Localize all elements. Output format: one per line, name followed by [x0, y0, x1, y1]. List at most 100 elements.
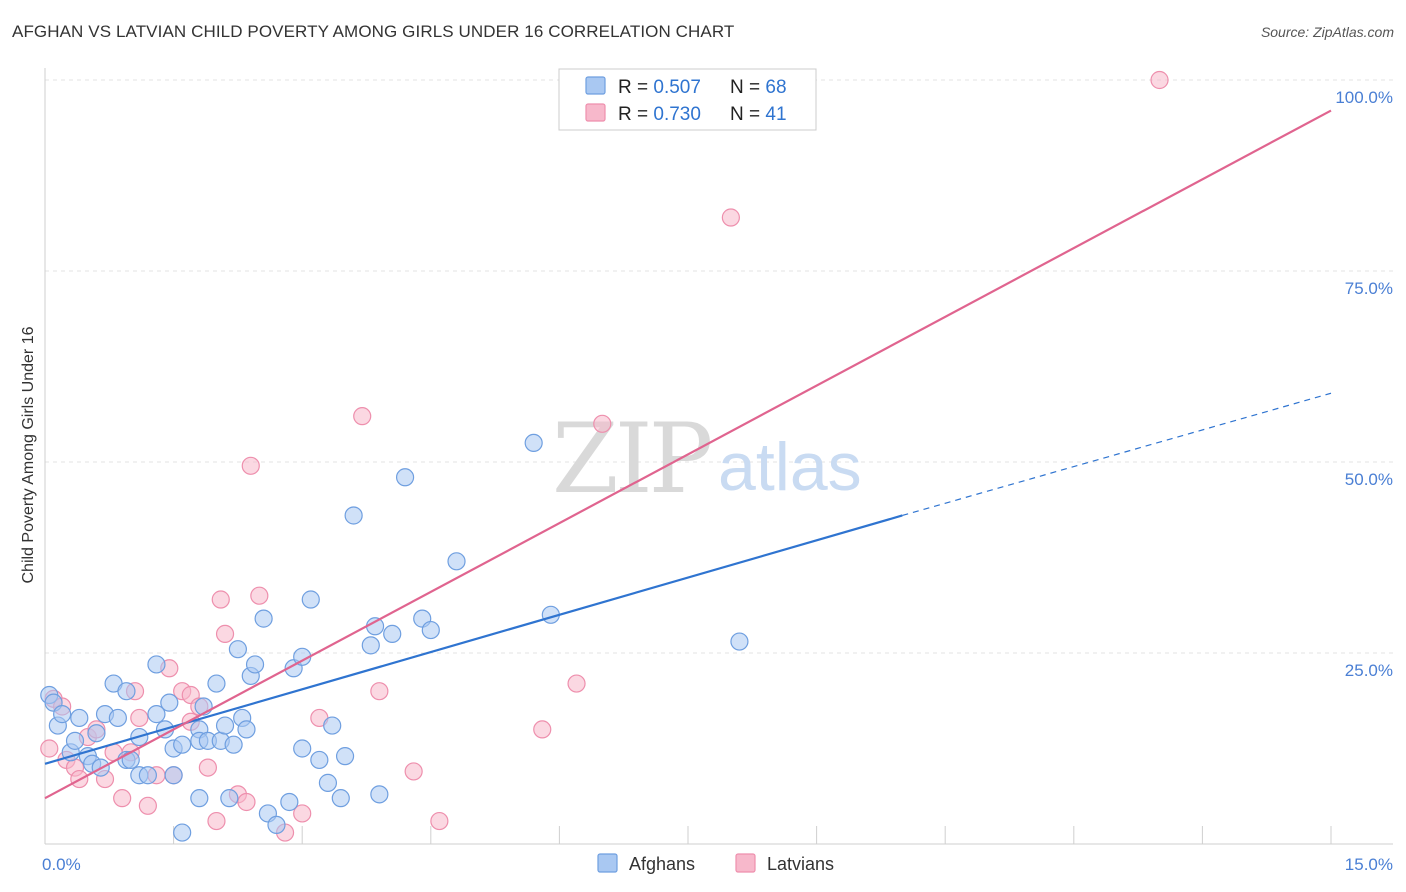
- latvians-point-0: [40, 739, 59, 758]
- afghans-point-67: [117, 682, 136, 701]
- latvians-point-22: [198, 758, 217, 777]
- x-tick-label-0: 0.0%: [42, 855, 81, 874]
- svg-text:R = 0.507: R = 0.507: [618, 77, 701, 98]
- chart-title: AFGHAN VS LATVIAN CHILD POVERTY AMONG GI…: [12, 22, 735, 41]
- afghans-point-33: [215, 716, 235, 735]
- latvians-point-14: [138, 796, 157, 815]
- afghans-point-36: [228, 640, 247, 659]
- afghans-point-44: [280, 792, 299, 812]
- latvians-point-24: [211, 590, 230, 609]
- afghans-point-28: [190, 789, 209, 808]
- afghans-point-62: [447, 552, 466, 571]
- afghans-point-63: [524, 433, 543, 452]
- afghans-point-24: [164, 766, 183, 785]
- latvians-point-33: [353, 407, 372, 426]
- afghans-trend-line: [44, 514, 903, 765]
- axes-layer: [44, 68, 1393, 845]
- afghans-point-49: [310, 750, 329, 770]
- bottom-legend-label-afghans: Afghans: [629, 854, 695, 874]
- afghans-point-52: [331, 789, 350, 808]
- afghans-point-50: [318, 773, 338, 792]
- watermark-zip: ZIP: [552, 403, 711, 515]
- grid-layer: [45, 79, 1393, 654]
- afghans-point-5: [65, 731, 85, 750]
- latvians-point-35: [404, 762, 423, 781]
- latvians-point-34: [370, 682, 389, 701]
- afghans-point-22: [160, 693, 179, 712]
- bottom-legend-swatch-latvians: [735, 853, 756, 873]
- latvians-point-10: [113, 789, 132, 808]
- afghans-point-35: [224, 735, 243, 754]
- afghans-point-51: [323, 716, 342, 735]
- afghans-point-48: [301, 590, 320, 609]
- trend-lines: [44, 109, 1332, 800]
- legend-n-value-afghans: 68: [765, 77, 786, 98]
- afghans-point-13: [108, 708, 127, 728]
- afghans-point-54: [344, 506, 363, 525]
- y-tick-label-3: 100.0%: [1335, 88, 1393, 107]
- legend-r-label-afghans: R =: [618, 77, 653, 98]
- legend: R = 0.507 N = 68 R = 0.730 N = 41: [558, 68, 817, 131]
- latvians-point-41: [1150, 70, 1169, 90]
- afghans-point-65: [730, 632, 749, 651]
- afghans-point-47: [293, 739, 312, 758]
- afghans-point-6: [70, 708, 89, 728]
- afghans-point-20: [147, 705, 166, 724]
- svg-text:N = 41: N = 41: [730, 104, 787, 125]
- latvians-trend-line: [44, 109, 1332, 800]
- svg-text:N = 68: N = 68: [730, 77, 787, 98]
- afghans-point-66: [173, 823, 192, 842]
- latvians-point-36: [430, 811, 449, 831]
- y-tick-label-1: 50.0%: [1345, 470, 1393, 489]
- latvians-point-28: [241, 456, 260, 475]
- legend-n-label-afghans: N =: [730, 77, 765, 98]
- afghans-point-3: [53, 705, 72, 724]
- watermark: ZIP atlas: [552, 403, 862, 515]
- legend-r-value-latvians: 0.730: [653, 104, 701, 125]
- afghans-point-34: [220, 789, 239, 808]
- watermark-atlas: atlas: [718, 429, 862, 505]
- afghans-point-18: [138, 766, 157, 785]
- afghans-points: [40, 433, 749, 842]
- afghans-point-59: [395, 468, 415, 487]
- afghans-point-57: [370, 785, 389, 804]
- latvians-point-39: [593, 414, 612, 433]
- latvians-point-29: [250, 586, 269, 605]
- source-label: Source: ZipAtlas.com: [1260, 24, 1394, 40]
- afghans-point-53: [335, 747, 355, 766]
- y-axis-label: Child Poverty Among Girls Under 16: [20, 326, 37, 583]
- legend-r-value-afghans: 0.507: [653, 77, 701, 98]
- legend-n-label-latvians: N =: [730, 104, 765, 125]
- afghans-point-56: [365, 617, 385, 636]
- afghans-point-41: [254, 609, 273, 628]
- latvians-point-13: [130, 708, 149, 728]
- legend-swatch-afghans: [585, 76, 606, 95]
- afghans-point-40: [245, 655, 265, 674]
- latvians-point-27: [237, 792, 256, 812]
- tick-labels: 25.0% 50.0% 75.0% 100.0% 0.0% 15.0%: [42, 88, 1393, 874]
- latvians-point-25: [215, 624, 235, 644]
- afghans-point-9: [87, 724, 106, 743]
- y-tick-label-2: 75.0%: [1345, 279, 1393, 298]
- afghans-point-43: [267, 815, 286, 835]
- legend-swatch-latvians: [585, 103, 606, 122]
- svg-text:R = 0.730: R = 0.730: [618, 104, 701, 125]
- afghans-point-19: [147, 655, 166, 674]
- afghans-trend-extension: [902, 392, 1332, 517]
- legend-r-label-latvians: R =: [618, 104, 653, 125]
- latvians-point-37: [533, 720, 552, 739]
- afghans-point-58: [383, 624, 402, 644]
- x-tick-label-1: 15.0%: [1345, 855, 1393, 874]
- afghans-point-25: [173, 735, 192, 754]
- latvians-points: [40, 70, 1169, 842]
- afghans-point-38: [237, 720, 256, 739]
- afghans-point-55: [361, 636, 380, 655]
- latvians-point-31: [293, 804, 312, 823]
- bottom-legend: Afghans Latvians: [597, 853, 834, 874]
- latvians-point-38: [567, 674, 586, 693]
- y-tick-label-0: 25.0%: [1345, 661, 1393, 680]
- bottom-legend-swatch-afghans: [597, 853, 618, 873]
- bottom-legend-label-latvians: Latvians: [767, 854, 834, 874]
- legend-n-value-latvians: 41: [765, 104, 786, 125]
